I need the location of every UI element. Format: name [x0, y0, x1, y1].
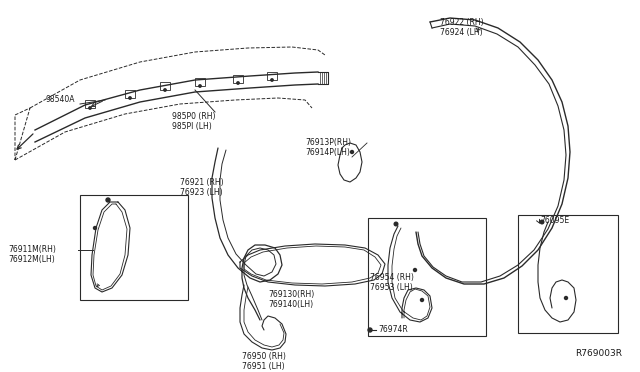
Text: 76095E: 76095E — [540, 216, 569, 225]
Bar — [80, 195, 188, 300]
Bar — [195, 78, 205, 86]
Circle shape — [368, 328, 372, 332]
Text: 76950 (RH)
76951 (LH): 76950 (RH) 76951 (LH) — [242, 352, 286, 371]
Circle shape — [351, 151, 353, 154]
Circle shape — [420, 298, 424, 301]
Circle shape — [564, 296, 568, 299]
Circle shape — [413, 269, 417, 272]
Bar — [233, 75, 243, 83]
Text: 76974R: 76974R — [378, 324, 408, 334]
Circle shape — [540, 220, 544, 224]
Text: 76922 (RH)
76924 (LH): 76922 (RH) 76924 (LH) — [440, 18, 484, 38]
Circle shape — [271, 79, 273, 81]
Circle shape — [394, 222, 398, 226]
Circle shape — [106, 198, 110, 202]
Text: 76954 (RH)
76953 (LH): 76954 (RH) 76953 (LH) — [370, 273, 414, 292]
Text: 769130(RH)
769140(LH): 769130(RH) 769140(LH) — [268, 290, 314, 310]
Text: 76913P(RH)
76914P(LH): 76913P(RH) 76914P(LH) — [305, 138, 351, 157]
Text: 98540A: 98540A — [45, 96, 74, 105]
Circle shape — [129, 97, 131, 99]
Circle shape — [237, 82, 239, 84]
Circle shape — [93, 227, 97, 230]
Text: 76911M(RH)
76912M(LH): 76911M(RH) 76912M(LH) — [8, 245, 56, 264]
Bar — [85, 100, 95, 108]
Text: R769003R: R769003R — [575, 349, 622, 358]
Bar — [368, 218, 486, 336]
Text: 76921 (RH)
76923 (LH): 76921 (RH) 76923 (LH) — [180, 178, 223, 198]
Circle shape — [199, 85, 201, 87]
Circle shape — [164, 89, 166, 91]
Text: 985P0 (RH)
985PI (LH): 985P0 (RH) 985PI (LH) — [172, 112, 216, 131]
Bar — [125, 90, 135, 98]
Bar — [160, 82, 170, 90]
Bar — [518, 215, 618, 333]
Bar — [267, 72, 277, 80]
Circle shape — [89, 107, 92, 109]
